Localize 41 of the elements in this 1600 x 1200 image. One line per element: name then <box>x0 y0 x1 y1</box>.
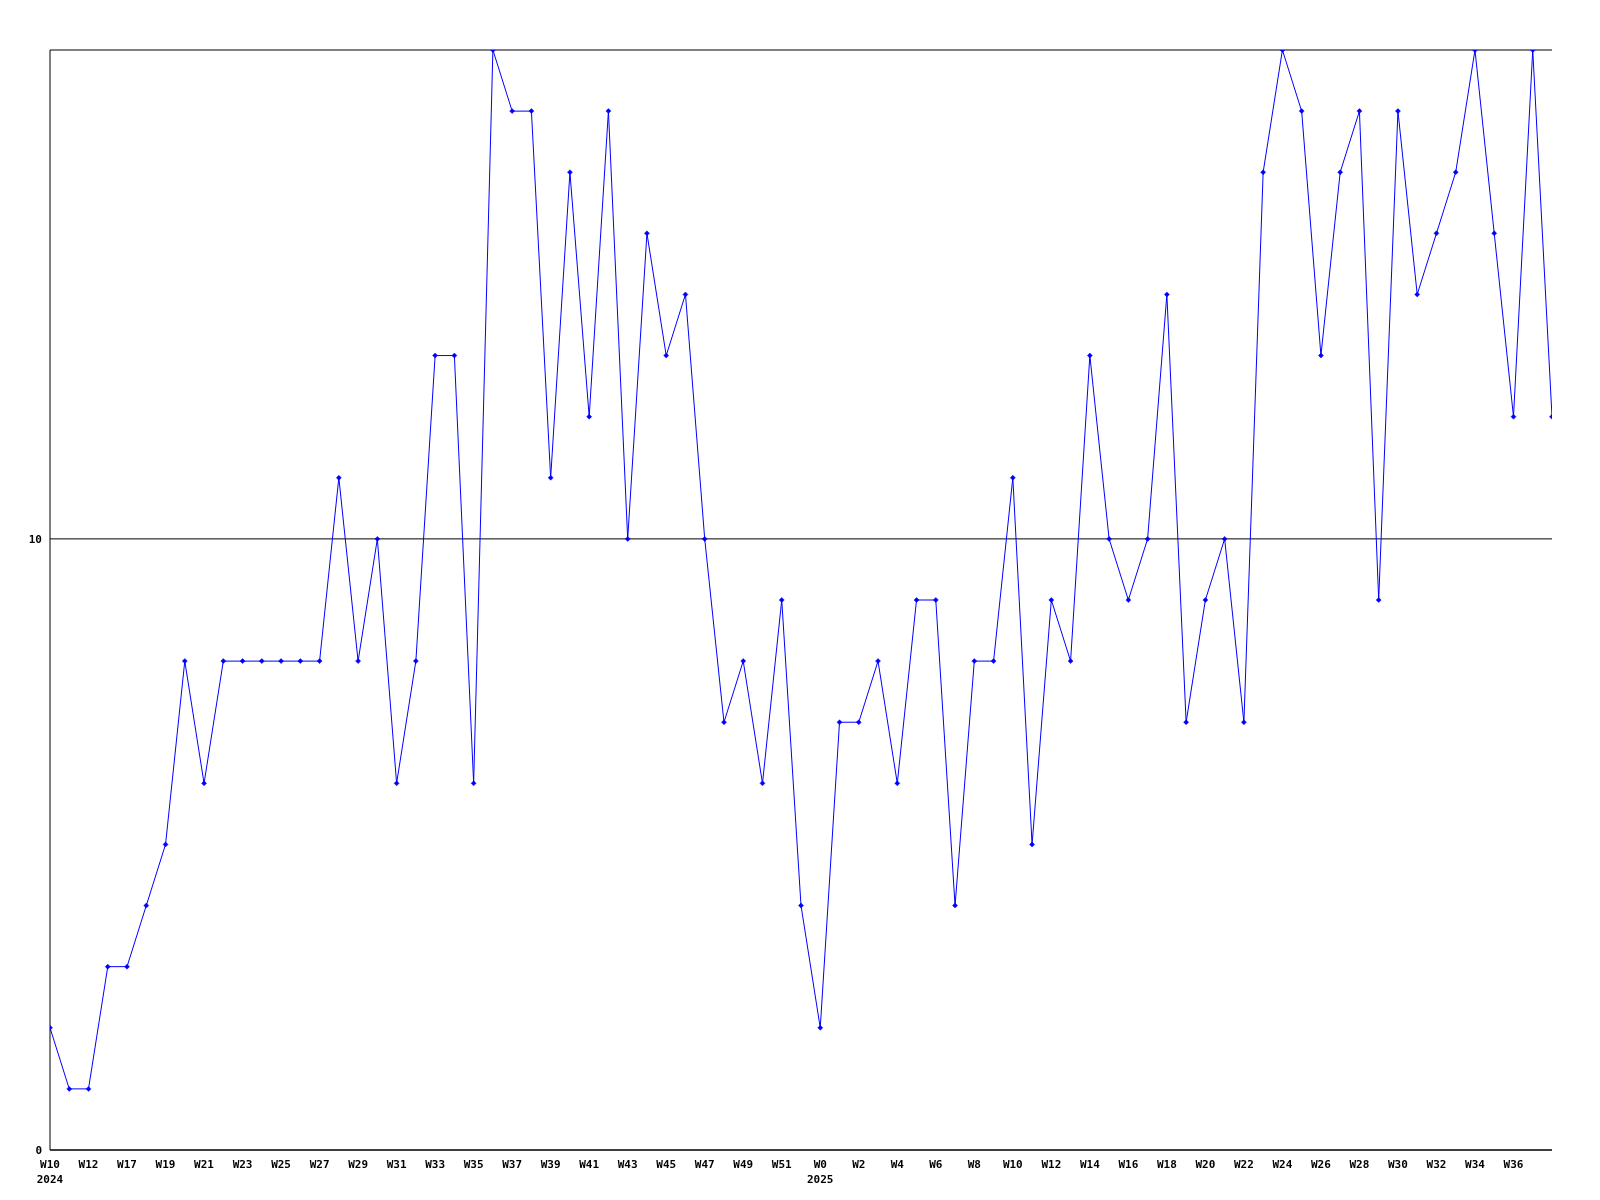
x-tick-label: W16 <box>1118 1158 1139 1171</box>
x-tick-label: W34 <box>1465 1158 1486 1171</box>
x-tick-label: W25 <box>271 1158 292 1171</box>
x-tick-label: W41 <box>579 1158 600 1171</box>
x-tick-label: W17 <box>117 1158 137 1171</box>
x-tick-label: W39 <box>540 1158 561 1171</box>
x-tick-label: W36 <box>1503 1158 1524 1171</box>
x-tick-label: W21 <box>194 1158 215 1171</box>
x-tick-label: W23 <box>232 1158 253 1171</box>
x-tick-label: W24 <box>1272 1158 1293 1171</box>
x-tick-label: W12 <box>1041 1158 1062 1171</box>
x-tick-label: W26 <box>1310 1158 1332 1171</box>
x-tick-label: W14 <box>1079 1158 1101 1171</box>
x-tick-label: W18 <box>1156 1158 1177 1171</box>
x-tick-label: W45 <box>656 1158 677 1171</box>
y-tick-label: 10 <box>28 532 42 546</box>
x-tick-label: W10 2024 <box>36 1158 64 1186</box>
x-tick-label: W19 <box>155 1158 176 1171</box>
x-tick-label: W30 <box>1388 1158 1408 1171</box>
x-tick-label: W31 <box>386 1158 407 1171</box>
x-tick-label: W4 <box>890 1158 905 1171</box>
x-tick-label: W37 <box>502 1158 523 1171</box>
x-tick-label: W10 <box>1002 1158 1023 1171</box>
x-tick-label: W47 <box>694 1158 715 1171</box>
x-tick-label: W12 <box>78 1158 99 1171</box>
x-tick-label: W27 <box>309 1158 330 1171</box>
x-tick-label: W0 2025 <box>807 1158 834 1186</box>
x-tick-label: W28 <box>1349 1158 1370 1171</box>
x-tick-label: W32 <box>1426 1158 1447 1171</box>
x-tick-label: W6 <box>929 1158 943 1171</box>
x-tick-label: W22 <box>1233 1158 1254 1171</box>
x-tick-label: W8 <box>967 1158 981 1171</box>
x-tick-label: W43 <box>617 1158 638 1171</box>
x-tick-label: W51 <box>771 1158 793 1171</box>
x-tick-label: W2 <box>852 1158 866 1171</box>
x-tick-label: W33 <box>425 1158 446 1171</box>
x-tick-label: W20 <box>1195 1158 1216 1171</box>
x-tick-label: W49 <box>733 1158 754 1171</box>
x-tick-label: W29 <box>348 1158 369 1171</box>
x-tick-label: W35 <box>463 1158 484 1171</box>
y-tick-label: 0 <box>35 1143 42 1157</box>
